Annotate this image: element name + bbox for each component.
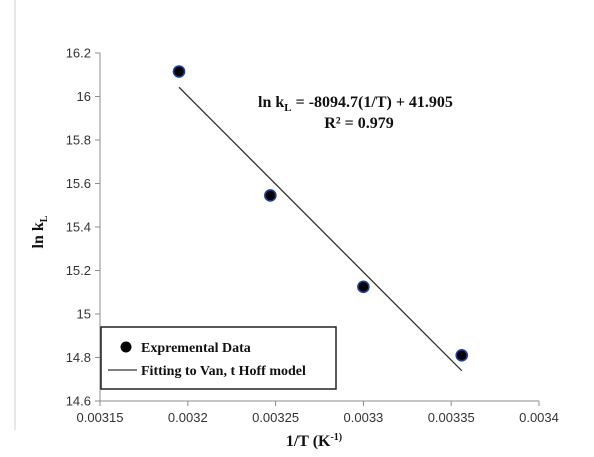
x-tick-label: 0.0032 bbox=[168, 410, 208, 425]
equation-label: ln kL = -8094.7(1/T) + 41.905 bbox=[258, 94, 453, 114]
legend: Expremental Data Fitting to Van, t Hoff … bbox=[100, 326, 337, 390]
x-axis-title-superscript: -1) bbox=[330, 432, 342, 443]
equation-subscript: L bbox=[284, 102, 291, 114]
x-tick-label: 0.0034 bbox=[519, 410, 559, 425]
legend-box bbox=[100, 326, 337, 390]
y-tick-label: 16.2 bbox=[66, 46, 91, 61]
y-axis-title-subscript: L bbox=[39, 215, 50, 222]
equation-rest: = -8094.7(1/T) + 41.905 bbox=[292, 94, 453, 111]
y-tick-label: 15.8 bbox=[66, 133, 91, 148]
fit-line bbox=[178, 86, 463, 372]
data-point bbox=[455, 349, 469, 362]
data-point bbox=[172, 65, 186, 78]
data-point bbox=[357, 280, 370, 294]
y-tick-label: 14.6 bbox=[66, 394, 91, 409]
y-tick-label: 16 bbox=[77, 89, 91, 104]
x-tick-label: 0.00315 bbox=[77, 410, 124, 425]
y-axis-title: ln kL bbox=[30, 215, 50, 248]
y-tick-label: 15.6 bbox=[66, 176, 91, 191]
data-point bbox=[264, 189, 277, 202]
y-tick-label: 14.8 bbox=[66, 350, 91, 365]
y-axis-ticks: 14.6 14.8 15 15.2 15.4 15.6 15.8 16 16.2 bbox=[66, 46, 100, 409]
legend-label-data: Expremental Data bbox=[141, 341, 251, 356]
x-axis-title: 1/T (K-1) bbox=[286, 432, 342, 450]
legend-marker-data bbox=[120, 341, 132, 353]
data-points bbox=[172, 65, 469, 362]
r-squared-label: R² = 0.979 bbox=[324, 115, 393, 132]
y-tick-label: 15 bbox=[77, 307, 91, 322]
x-tick-label: 0.00335 bbox=[428, 410, 475, 425]
y-tick-label: 15.2 bbox=[66, 263, 91, 278]
x-tick-label: 0.0033 bbox=[344, 410, 384, 425]
y-tick-label: 15.4 bbox=[66, 220, 91, 235]
x-tick-label: 0.00325 bbox=[252, 410, 299, 425]
x-axis-ticks: 0.00315 0.0032 0.00325 0.0033 0.00335 0.0034 bbox=[77, 401, 559, 425]
legend-label-fit: Fitting to Van, t Hoff model bbox=[141, 364, 306, 379]
